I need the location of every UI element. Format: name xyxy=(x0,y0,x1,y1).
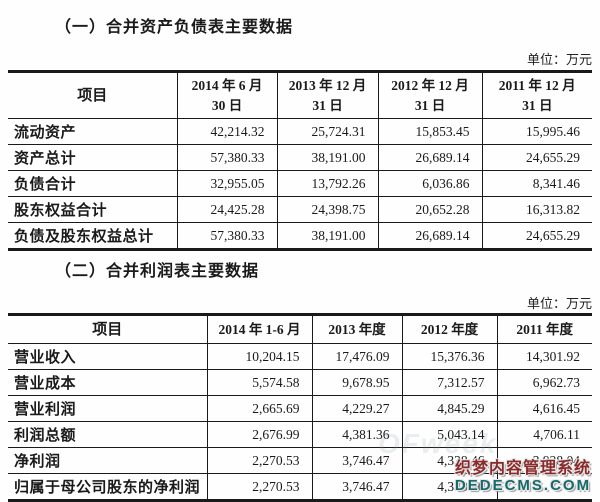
value-cell: 15,995.46 xyxy=(481,118,592,145)
value-cell: 32,955.05 xyxy=(176,170,278,197)
value-cell: 4,338.46 xyxy=(401,447,498,474)
table-header-row: 项目 2014 年 6 月 30 日 2013 年 12 月 31 日 2012… xyxy=(8,71,592,119)
value-cell: 15,853.45 xyxy=(377,118,483,145)
header-line1: 2011 年 12 月 xyxy=(498,77,576,93)
value-cell: 4,616.45 xyxy=(496,395,592,422)
row-label: 利润总额 xyxy=(8,421,208,448)
table-row: 营业收入 10,204.15 17,476.09 15,376.36 14,30… xyxy=(8,343,592,370)
value-cell: 38,191.00 xyxy=(276,222,379,250)
row-label: 负债及股东权益总计 xyxy=(8,222,178,250)
value-cell: 2,270.53 xyxy=(206,473,313,501)
column-header-2012: 2012 年度 xyxy=(401,314,498,344)
value-cell: 3,928.04 xyxy=(496,447,592,474)
column-header-2011-12-31: 2011 年 12 月 31 日 xyxy=(481,71,592,119)
column-header-2013-12-31: 2013 年 12 月 31 日 xyxy=(276,71,379,119)
value-cell: 26,689.14 xyxy=(377,222,483,250)
value-cell: 9,678.95 xyxy=(311,369,403,396)
balance-sheet-table: 项目 2014 年 6 月 30 日 2013 年 12 月 31 日 2012… xyxy=(8,70,592,251)
value-cell: 25,724.31 xyxy=(276,118,379,145)
row-label: 股东权益合计 xyxy=(8,196,178,223)
value-cell: 4,381.36 xyxy=(311,421,403,448)
value-cell: 2,665.69 xyxy=(206,395,313,422)
header-line1: 2013 年 12 月 xyxy=(288,77,367,93)
header-line1: 2014 年 6 月 xyxy=(191,77,263,93)
header-line2: 31 日 xyxy=(414,97,446,113)
value-cell: 8,341.46 xyxy=(481,170,592,197)
column-header-2011: 2011 年度 xyxy=(496,314,592,344)
header-line2: 31 日 xyxy=(522,97,553,113)
value-cell: 4,845.29 xyxy=(401,395,498,422)
table-row: 归属于母公司股东的净利润 2,270.53 3,746.47 4,338.46 xyxy=(8,473,592,501)
value-cell: 17,476.09 xyxy=(311,343,403,370)
header-line1: 2012 年 12 月 xyxy=(391,77,469,93)
table-row: 流动资产 42,214.32 25,724.31 15,853.45 15,99… xyxy=(8,118,592,145)
table-row: 利润总额 2,676.99 4,381.36 5,043.14 4,706.11 xyxy=(8,421,592,448)
value-cell: 13,792.26 xyxy=(276,170,379,197)
value-cell: 24,425.28 xyxy=(176,196,278,223)
section1-unit-label: 单位：万元 xyxy=(526,52,592,67)
value-cell: 26,689.14 xyxy=(377,144,483,171)
value-cell: 20,652.28 xyxy=(377,196,483,223)
table-row: 资产总计 57,380.33 38,191.00 26,689.14 24,65… xyxy=(8,144,592,171)
value-cell: 5,043.14 xyxy=(401,421,498,448)
column-header-2014-h1: 2014 年 1-6 月 xyxy=(206,314,313,344)
value-cell: 57,380.33 xyxy=(176,222,278,250)
value-cell: 6,036.86 xyxy=(377,170,483,197)
value-cell: 14,301.92 xyxy=(496,343,592,370)
table-row: 营业利润 2,665.69 4,229.27 4,845.29 4,616.45 xyxy=(8,395,592,422)
value-cell: 4,229.27 xyxy=(311,395,403,422)
value-cell: 10,204.15 xyxy=(206,343,313,370)
value-cell: 3,746.47 xyxy=(311,447,403,474)
value-cell xyxy=(496,473,592,501)
value-cell: 38,191.00 xyxy=(276,144,379,171)
section2-unit-label: 单位：万元 xyxy=(526,296,592,311)
row-label: 负债合计 xyxy=(8,170,178,197)
row-label: 资产总计 xyxy=(8,144,178,171)
row-label: 营业收入 xyxy=(8,343,208,370)
column-header-2014-06-30: 2014 年 6 月 30 日 xyxy=(176,71,278,119)
table-row: 净利润 2,270.53 3,746.47 4,338.46 3,928.04 xyxy=(8,447,592,474)
row-label: 营业成本 xyxy=(8,369,208,396)
value-cell: 24,655.29 xyxy=(481,144,592,171)
value-cell: 24,655.29 xyxy=(481,222,592,250)
value-cell: 2,270.53 xyxy=(206,447,313,474)
column-header-item: 项目 xyxy=(8,71,178,119)
table-row: 负债合计 32,955.05 13,792.26 6,036.86 8,341.… xyxy=(8,170,592,197)
row-label: 归属于母公司股东的净利润 xyxy=(8,473,208,501)
value-cell: 7,312.57 xyxy=(401,369,498,396)
row-label: 净利润 xyxy=(8,447,208,474)
value-cell: 4,706.11 xyxy=(496,421,592,448)
table-row: 营业成本 5,574.58 9,678.95 7,312.57 6,962.73 xyxy=(8,369,592,396)
row-label: 营业利润 xyxy=(8,395,208,422)
table-header-row: 项目 2014 年 1-6 月 2013 年度 2012 年度 2011 年度 xyxy=(8,314,592,344)
header-line2: 31 日 xyxy=(312,97,343,113)
column-header-2013: 2013 年度 xyxy=(311,314,403,344)
value-cell: 6,962.73 xyxy=(496,369,592,396)
table-row: 股东权益合计 24,425.28 24,398.75 20,652.28 16,… xyxy=(8,196,592,223)
header-line2: 30 日 xyxy=(211,97,243,113)
value-cell: 5,574.58 xyxy=(206,369,313,396)
income-statement-table: 项目 2014 年 1-6 月 2013 年度 2012 年度 2011 年度 … xyxy=(8,313,592,502)
row-label: 流动资产 xyxy=(8,118,178,145)
value-cell: 4,338.46 xyxy=(401,473,498,501)
value-cell: 3,746.47 xyxy=(311,473,403,501)
value-cell: 42,214.32 xyxy=(176,118,278,145)
value-cell: 16,313.82 xyxy=(481,196,592,223)
column-header-2012-12-31: 2012 年 12 月 31 日 xyxy=(377,71,483,119)
value-cell: 2,676.99 xyxy=(206,421,313,448)
column-header-item: 项目 xyxy=(8,314,208,344)
table-row: 负债及股东权益总计 57,380.33 38,191.00 26,689.14 … xyxy=(8,222,592,250)
value-cell: 15,376.36 xyxy=(401,343,498,370)
value-cell: 57,380.33 xyxy=(176,144,278,171)
section2-title: （二）合并利润表主要数据 xyxy=(55,263,260,280)
section1-title: （一）合并资产负债表主要数据 xyxy=(55,19,294,36)
value-cell: 24,398.75 xyxy=(276,196,379,223)
